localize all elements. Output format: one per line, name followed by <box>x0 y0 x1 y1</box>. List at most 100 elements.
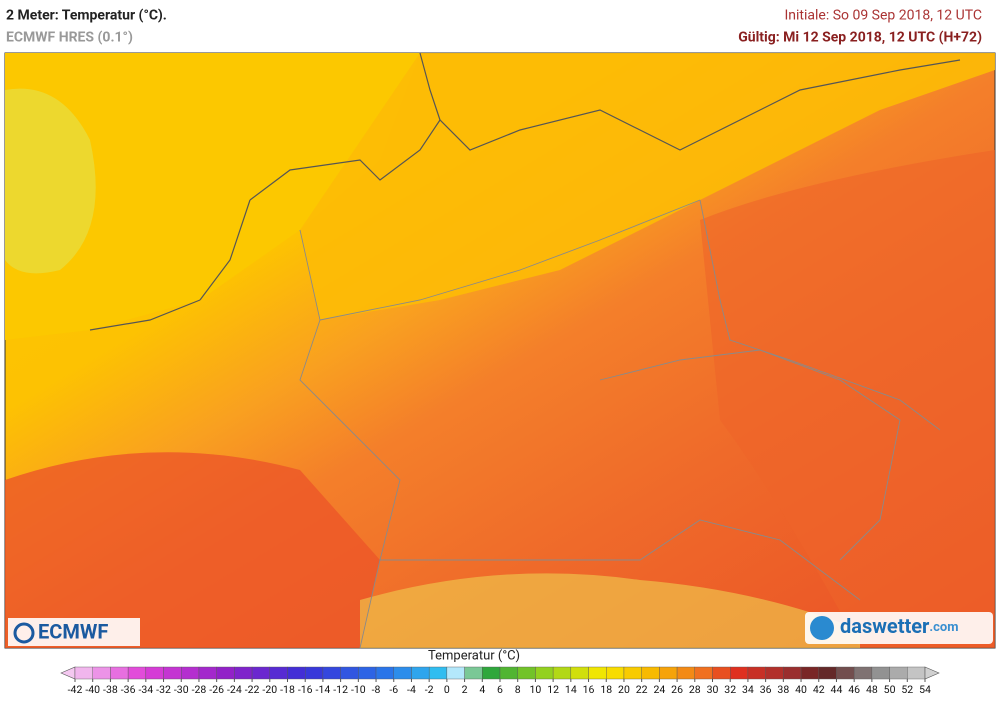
colorbar-tick-label: -42 <box>68 683 83 696</box>
colorbar-segment <box>305 666 324 680</box>
colorbar-segment <box>606 666 625 680</box>
colorbar-tick-label: 42 <box>813 683 825 696</box>
colorbar-tick-label: -20 <box>262 683 277 696</box>
coastlines <box>89 52 961 331</box>
colorbar-tick-label: 4 <box>479 683 485 696</box>
colorbar-tick-label: -40 <box>85 683 100 696</box>
colorbar-tick-label: 36 <box>760 683 772 696</box>
colorbar-tick-label: 30 <box>707 683 719 696</box>
colorbar-segment <box>517 666 536 680</box>
colorbar-segment <box>269 666 288 680</box>
colorbar-tick-label: 16 <box>583 683 595 696</box>
colorbar-segment <box>216 666 235 680</box>
colorbar-segment <box>322 666 341 680</box>
colorbar-segment <box>127 666 147 680</box>
colorbar-tick-label: -26 <box>209 683 224 696</box>
logo-main: daswetter <box>840 614 930 638</box>
colorbar-segment <box>765 666 784 680</box>
colorbar-segment <box>110 666 129 680</box>
colorbar-segment <box>907 666 926 680</box>
colorbar: -42 -40 -38 -36 -34 -32 -30 -28 -26 -24 -22 -20 -18-… <box>60 666 940 696</box>
init-time: Initiale: So 09 Sep 2018, 12 UTC <box>784 8 982 24</box>
logo-icon <box>13 622 35 644</box>
colorbar-tick-label: 48 <box>866 683 878 696</box>
daswetter-logo: daswetter.com <box>840 614 959 638</box>
colorbar-tick-label: 40 <box>795 683 807 696</box>
colorbar-segment <box>482 666 501 680</box>
colorbar-end <box>924 666 940 680</box>
colorbar-segment <box>74 666 93 680</box>
warm-zone <box>5 452 380 648</box>
colorbar-segment <box>818 666 837 680</box>
colorbar-segment <box>464 666 483 680</box>
colorbar-tick-label: 46 <box>848 683 860 696</box>
colorbar-segment <box>730 666 749 680</box>
colorbar-tick-label: -10 <box>351 683 366 696</box>
colorbar-segment <box>234 666 253 680</box>
colorbar-tick-label: -12 <box>333 683 348 696</box>
colorbar-segment <box>853 666 873 680</box>
colorbar-tick-label: -18 <box>280 683 295 696</box>
colorbar-tick-label: 54 <box>919 683 931 696</box>
colorbar-segment <box>411 666 430 680</box>
alps <box>360 573 860 648</box>
cold-patch <box>5 88 96 274</box>
colorbar-tick-label: 6 <box>497 683 503 696</box>
warm-zone <box>700 150 995 648</box>
colorbar-tick-label: 38 <box>777 683 789 696</box>
colorbar-segment <box>659 666 678 680</box>
colorbar-segment <box>92 666 111 680</box>
colorbar-tick-label: -38 <box>103 683 118 696</box>
colorbar-segment <box>181 666 200 680</box>
colorbar-segment <box>694 666 713 680</box>
colorbar-tick-label: 2 <box>462 683 468 696</box>
colorbar-segment <box>145 666 164 680</box>
colorbar-segment <box>535 666 554 680</box>
colorbar-segment <box>712 666 731 680</box>
colorbar-segment <box>641 666 660 680</box>
colorbar-tick-label: 20 <box>618 683 630 696</box>
ecmwf-logo: ECMWF <box>38 619 108 643</box>
colorbar-segment <box>163 666 182 680</box>
colorbar-segment <box>676 666 695 680</box>
colorbar-tick-label: -4 <box>407 683 416 696</box>
colorbar-tick-label: 10 <box>530 683 542 696</box>
colorbar-segment <box>198 666 217 680</box>
colorbar-tick-label: -28 <box>192 683 207 696</box>
colorbar-tick-label: 18 <box>600 683 612 696</box>
colorbar-segment <box>499 666 518 680</box>
colorbar-tick-label: 14 <box>565 683 577 696</box>
logo-box <box>805 612 993 644</box>
cool-zone <box>5 53 420 340</box>
colorbar-segment <box>783 666 802 680</box>
colorbar-tick-label: 52 <box>901 683 913 696</box>
colorbar-tick-label: 22 <box>636 683 648 696</box>
colorbar-tick-label: 24 <box>653 683 665 696</box>
colorbar-segment <box>836 666 855 680</box>
colorbar-tick-label: -6 <box>389 683 398 696</box>
colorbar-tick-label: 50 <box>884 683 896 696</box>
colorbar-tick-label: -30 <box>174 683 189 696</box>
colorbar-tick-label: -24 <box>227 683 242 696</box>
colorbar-segment <box>287 666 306 680</box>
colorbar-tick-label: -16 <box>298 683 313 696</box>
colorbar-tick-label: 44 <box>831 683 843 696</box>
colorbar-tick-label: -32 <box>156 683 171 696</box>
map: ECMWF daswetter.com <box>4 52 996 649</box>
colorbar-segment <box>358 666 377 680</box>
colorbar-tick-label: 12 <box>547 683 559 696</box>
colorbar-tick-label: 28 <box>689 683 701 696</box>
colorbar-segment <box>623 666 642 680</box>
colorbar-segment <box>889 666 908 680</box>
colorbar-tick-label: 32 <box>724 683 736 696</box>
colorbar-title: Temperatur (°C) <box>428 648 520 663</box>
colorbar-end <box>60 666 76 680</box>
colorbar-segment <box>871 666 890 680</box>
colorbar-segment <box>588 666 607 680</box>
colorbar-segment <box>340 666 359 680</box>
colorbar-segment <box>428 666 448 680</box>
colorbar-segment <box>375 666 394 680</box>
cool-zone <box>300 53 995 320</box>
borders <box>299 199 941 649</box>
